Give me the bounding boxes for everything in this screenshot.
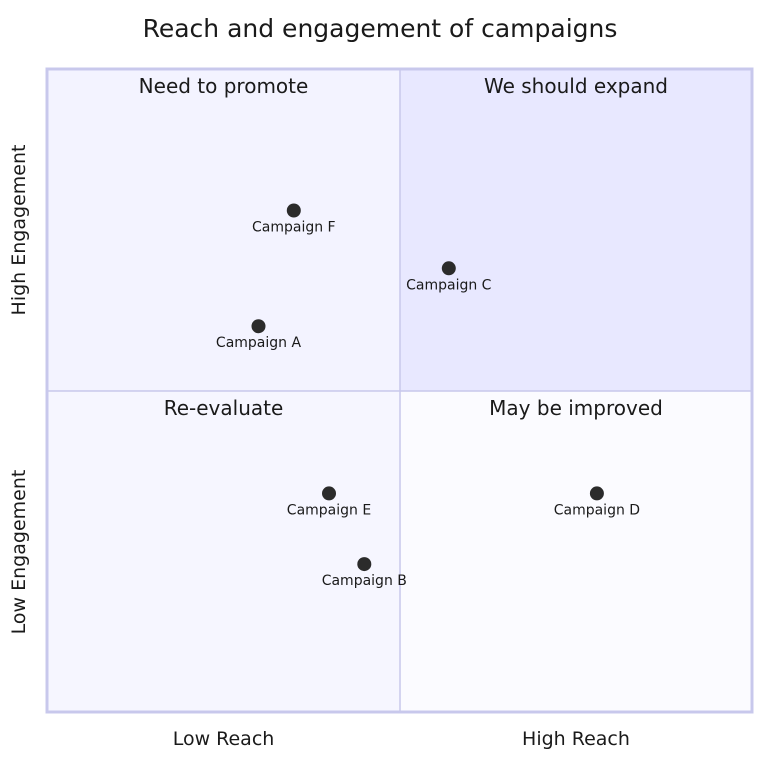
point-campaign-f: [286, 203, 301, 218]
quadrant-top-right: [400, 69, 752, 391]
point-campaign-e: [322, 486, 336, 501]
quadrant-label-top-left: Need to promote: [139, 74, 309, 98]
point-label-campaign-d: Campaign D: [554, 502, 640, 518]
y-axis-low-label: Low Engagement: [8, 470, 30, 635]
point-label-campaign-c: Campaign C: [406, 277, 492, 293]
point-label-campaign-f: Campaign F: [252, 220, 336, 236]
quadrant-label-bottom-left: Re-evaluate: [164, 396, 284, 420]
data-points: Campaign A Campaign B Campaign C Campaign D…: [216, 203, 640, 589]
plot-border: [45, 67, 754, 714]
point-campaign-a: [251, 319, 266, 334]
quadrant-top-left: [47, 69, 400, 391]
quadrant-bottom-left: [47, 391, 400, 712]
point-campaign-c: [441, 261, 456, 276]
y-axis-high-label: High Engagement: [8, 145, 30, 316]
quadrant-label-bottom-right: May be improved: [489, 396, 663, 420]
chart-title: Reach and engagement of campaigns: [143, 14, 618, 43]
x-axis-low-label: Low Reach: [173, 728, 275, 750]
x-axis-high-label: High Reach: [522, 728, 630, 750]
point-label-campaign-e: Campaign E: [287, 502, 371, 518]
quadrant-bottom-right: [400, 391, 752, 712]
point-campaign-d: [589, 486, 604, 501]
point-label-campaign-a: Campaign A: [216, 335, 302, 351]
point-label-campaign-b: Campaign B: [322, 573, 407, 589]
point-campaign-b: [357, 557, 372, 572]
quadrant-label-top-right: We should expand: [484, 74, 668, 98]
